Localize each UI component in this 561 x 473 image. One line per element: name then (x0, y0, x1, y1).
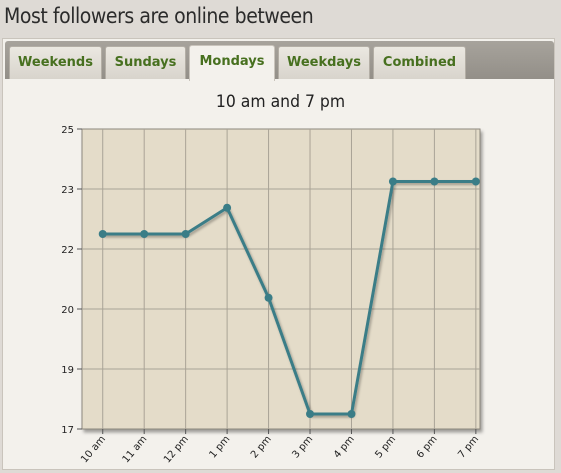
y-tick-label: 22 (61, 245, 74, 256)
y-tick-label: 23 (61, 185, 74, 196)
x-tick-label: 12 pm (162, 434, 191, 466)
x-tick-label: 3 pm (290, 434, 315, 461)
x-tick-label: 5 pm (373, 434, 398, 461)
data-point[interactable] (471, 177, 480, 186)
y-tick-label: 17 (61, 425, 74, 436)
plot-area (81, 128, 481, 430)
series-line (98, 177, 480, 418)
x-tick-label: 10 am (79, 434, 108, 465)
tab-weekdays[interactable]: Weekdays (278, 46, 370, 79)
x-axis: 10 am 11 am 12 pm 1 pm 2 pm 3 pm 4 pm 5 pm 6 pm 7… (79, 429, 481, 465)
tab-bar: Weekends Sundays Mondays Weekdays Combin… (5, 41, 554, 81)
y-tick-label: 19 (61, 365, 74, 376)
y-tick-label: 25 (61, 125, 74, 136)
data-point[interactable] (264, 293, 273, 302)
tab-combined[interactable]: Combined (373, 46, 466, 79)
page-title: Most followers are online between (4, 4, 314, 28)
x-tick-label: 2 pm (249, 434, 274, 461)
x-tick-label: 6 pm (415, 434, 440, 461)
data-point[interactable] (347, 410, 356, 418)
data-point[interactable] (430, 177, 439, 186)
x-tick-label: 4 pm (332, 434, 357, 461)
x-tick-label: 11 am (121, 434, 150, 465)
y-tick-label: 20 (61, 305, 74, 316)
data-point[interactable] (181, 230, 190, 238)
data-point[interactable] (223, 203, 232, 212)
chart-title: 10 am and 7 pm (215, 92, 346, 112)
data-point[interactable] (388, 177, 397, 186)
series-path (102, 180, 476, 416)
data-point[interactable] (306, 410, 315, 418)
tab-weekends[interactable]: Weekends (9, 46, 102, 79)
x-tick-label: 7 pm (456, 434, 481, 461)
grid-lines (82, 129, 480, 429)
data-point[interactable] (140, 230, 149, 238)
tab-mondays[interactable]: Mondays (189, 45, 275, 81)
x-tick-label: 1 pm (207, 434, 232, 461)
y-axis: 25 23 22 20 19 17 (61, 125, 82, 436)
data-point[interactable] (98, 230, 107, 238)
tab-sundays[interactable]: Sundays (105, 46, 186, 79)
